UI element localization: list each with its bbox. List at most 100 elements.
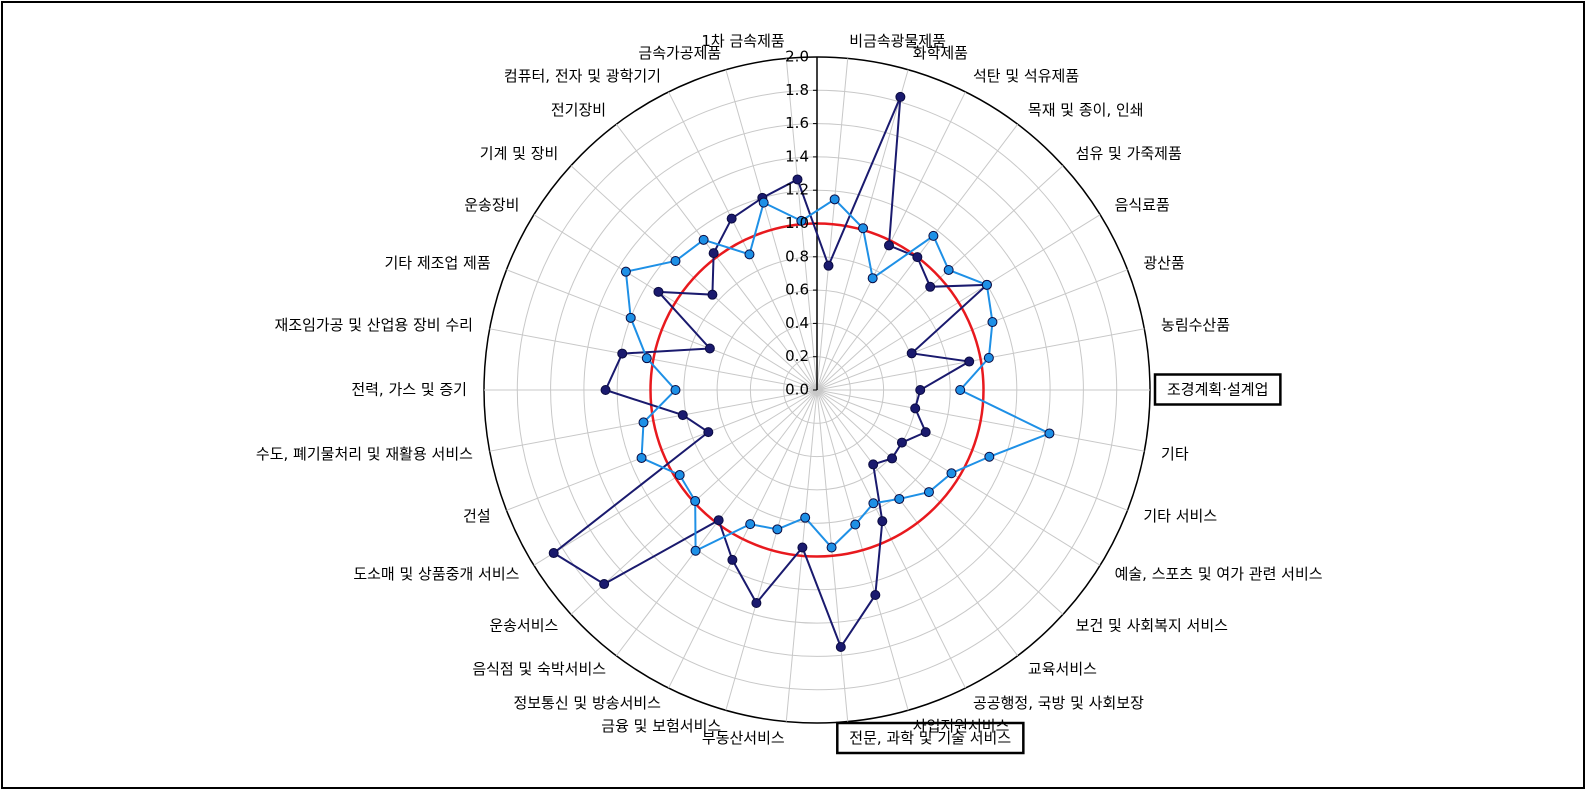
data-point xyxy=(823,260,834,271)
data-point xyxy=(677,410,688,421)
data-point xyxy=(955,385,966,395)
category-label: 컴퓨터, 전자 및 광학기기 xyxy=(504,67,661,85)
category-label: 교육서비스 xyxy=(1028,660,1097,678)
category-label: 기타 서비스 xyxy=(1143,507,1217,525)
category-label: 건설 xyxy=(463,507,491,525)
category-label: 운송장비 xyxy=(464,196,519,214)
category-label: 전력, 가스 및 증기 xyxy=(351,381,467,399)
data-point xyxy=(925,281,936,292)
data-point xyxy=(713,515,724,526)
highlight-box xyxy=(1153,373,1282,406)
data-point xyxy=(726,213,737,224)
data-point xyxy=(984,451,995,462)
data-point xyxy=(653,286,664,297)
highlight-box xyxy=(836,721,1025,755)
category-label: 보건 및 사회복지 서비스 xyxy=(1076,616,1229,634)
data-point xyxy=(636,452,647,463)
r-tick-label: 1.8 xyxy=(785,81,809,99)
data-point xyxy=(896,437,907,448)
data-point xyxy=(690,545,701,556)
r-tick-label: 1.4 xyxy=(785,147,809,165)
data-point xyxy=(858,223,869,234)
data-point xyxy=(906,348,917,359)
data-point xyxy=(920,427,931,438)
data-point xyxy=(915,385,926,395)
category-label: 조경계획·설계업 xyxy=(1167,381,1268,399)
r-tick-label: 0.2 xyxy=(785,347,809,365)
data-point xyxy=(674,470,685,481)
data-point xyxy=(894,493,905,504)
data-point xyxy=(868,498,879,509)
r-tick-label: 2.0 xyxy=(785,48,809,66)
data-point xyxy=(883,240,894,251)
data-point xyxy=(625,312,636,323)
category-label: 정보통신 및 방송서비스 xyxy=(513,694,661,712)
category-label: 재조임가공 및 산업용 장비 수리 xyxy=(274,316,472,334)
category-label: 광산품 xyxy=(1143,254,1184,272)
data-point xyxy=(548,548,559,559)
category-label: 목재 및 종이, 인쇄 xyxy=(1028,101,1144,119)
data-point xyxy=(946,468,957,479)
category-label: 석탄 및 석유제품 xyxy=(973,67,1079,85)
r-tick-label: 0.4 xyxy=(785,314,809,332)
data-point xyxy=(835,641,846,652)
data-point xyxy=(867,273,878,284)
data-point xyxy=(641,353,652,364)
data-point xyxy=(617,348,628,359)
data-point xyxy=(877,516,888,527)
data-point xyxy=(829,194,840,205)
category-label: 화학제품 xyxy=(913,44,968,62)
data-point xyxy=(600,385,611,395)
data-point xyxy=(727,554,738,565)
data-point xyxy=(981,279,992,290)
data-point xyxy=(698,234,709,245)
data-point xyxy=(870,589,881,600)
category-label: 금융 및 보험서비스 xyxy=(601,717,721,735)
data-point xyxy=(910,403,921,414)
category-label: 기계 및 장비 xyxy=(480,145,559,163)
grid xyxy=(483,56,1151,724)
category-label: 공공행정, 국방 및 사회보장 xyxy=(973,694,1144,712)
category-label: 부동산서비스 xyxy=(702,729,785,747)
category-label: 섬유 및 가죽제품 xyxy=(1076,145,1182,163)
data-point xyxy=(1044,428,1055,439)
r-tick-label: 1.0 xyxy=(785,214,809,232)
marks xyxy=(548,91,1055,652)
data-point xyxy=(895,91,906,102)
data-point xyxy=(690,496,701,507)
data-point xyxy=(745,519,756,530)
data-point xyxy=(800,512,811,523)
category-label: 비금속광물제품 xyxy=(849,32,946,50)
category-label: 음식료품 xyxy=(1115,196,1170,214)
data-point xyxy=(638,417,649,428)
data-point xyxy=(704,343,715,354)
category-label: 예술, 스포츠 및 여가 관련 서비스 xyxy=(1115,565,1323,583)
labels: 0.0 0.2 0.4 0.6 0.8 1.0 1.2 1.4 1.6 1.8 2.0 비금속광물제품… xyxy=(256,32,1323,755)
category-label: 기타 xyxy=(1161,445,1189,463)
data-point xyxy=(964,356,975,367)
category-label: 사업지원서비스 xyxy=(913,717,1010,735)
data-point xyxy=(797,542,808,553)
data-point xyxy=(599,579,610,590)
category-label: 음식점 및 숙박서비스 xyxy=(472,660,606,678)
data-point xyxy=(850,519,861,530)
data-point xyxy=(983,352,994,363)
category-label: 수도, 폐기물처리 및 재활용 서비스 xyxy=(256,445,473,463)
r-tick-label: 0.8 xyxy=(785,247,809,265)
data-point xyxy=(620,266,631,277)
data-point xyxy=(670,385,681,395)
data-point xyxy=(792,174,803,185)
data-point xyxy=(826,542,837,553)
data-point xyxy=(912,252,923,263)
category-label: 전문, 과학 및 기술 서비스 xyxy=(849,729,1011,747)
data-point xyxy=(887,453,898,464)
category-label: 1차 금속제품 xyxy=(701,32,784,50)
r-tick-label: 1.2 xyxy=(785,181,809,199)
data-point xyxy=(987,317,998,328)
data-point xyxy=(703,427,714,438)
data-point xyxy=(772,524,783,535)
data-point xyxy=(751,597,762,608)
category-label: 농림수산품 xyxy=(1161,316,1230,334)
data-point xyxy=(708,248,719,259)
